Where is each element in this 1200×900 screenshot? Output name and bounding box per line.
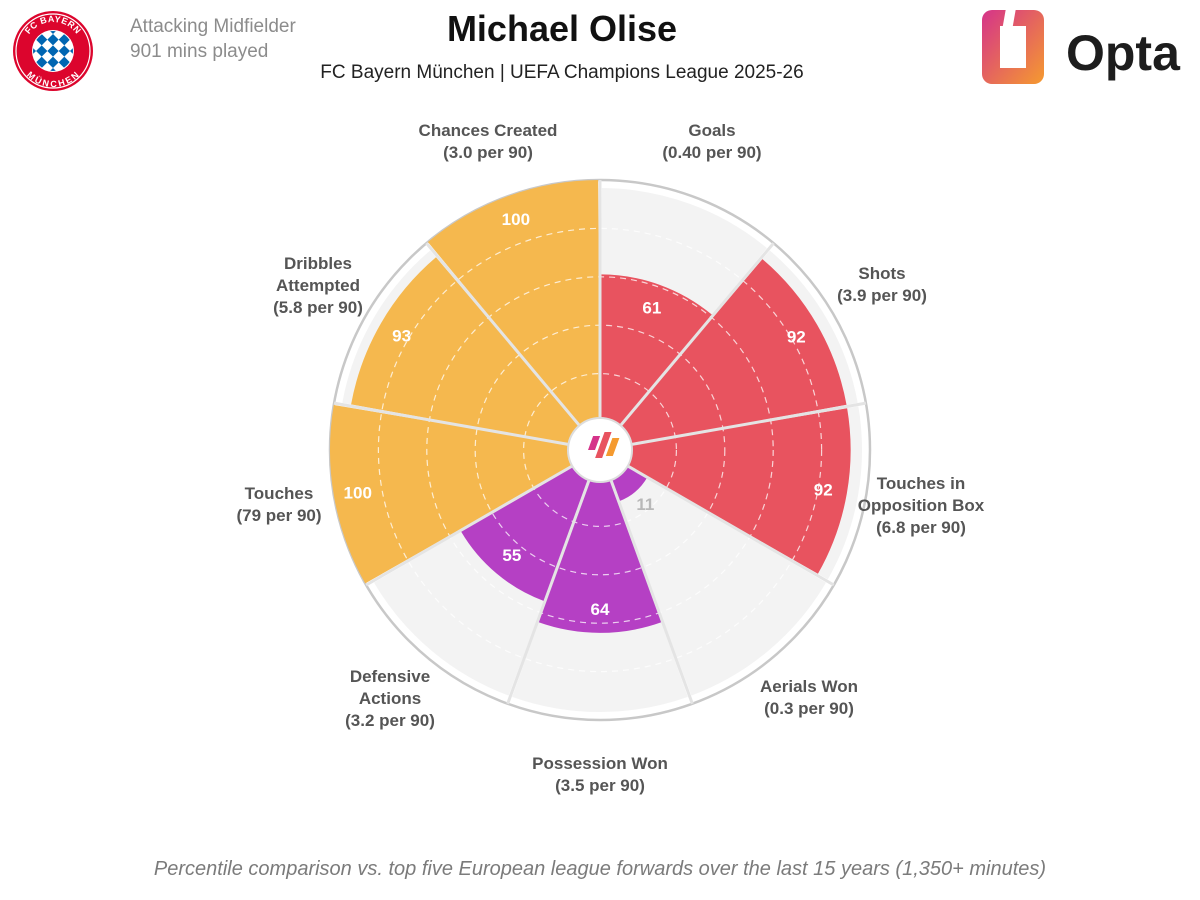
- category-label: Touches in Opposition Box (6.8 per 90): [858, 474, 985, 537]
- wedge-separator: [333, 401, 573, 447]
- category-label: Goals (0.40 per 90): [662, 121, 761, 162]
- footnote: Percentile comparison vs. top five Europ…: [153, 858, 1047, 880]
- chart-title: Michael Olise: [446, 8, 678, 49]
- bar-shots: [618, 259, 847, 445]
- chart-subtitle: FC Bayern München | UEFA Champions Leagu…: [320, 62, 804, 83]
- minutes-played: 901 mins played: [130, 41, 269, 62]
- wedge-separator: [365, 462, 577, 587]
- bar-goals: [600, 274, 712, 429]
- value-label: 100: [344, 484, 372, 503]
- bar-touches: [330, 404, 576, 584]
- value-label: 100: [502, 210, 530, 229]
- grid-ring: [377, 227, 823, 673]
- opta-wordmark: Opta: [1066, 25, 1181, 81]
- value-label: 55: [502, 546, 521, 565]
- category-label: Defensive Actions (3.2 per 90): [345, 667, 435, 730]
- value-label: 61: [642, 299, 661, 318]
- wedge-separator: [623, 462, 835, 587]
- wedge-separator: [627, 401, 867, 447]
- player-position: Attacking Midfielder: [130, 16, 296, 37]
- wedge-separator: [506, 475, 592, 705]
- value-label: 11: [636, 495, 654, 514]
- bar-dribbles-attempted: [351, 257, 582, 445]
- bar-chances-created: [427, 180, 600, 429]
- bar-defensive-actions: [461, 464, 591, 601]
- bar-touches-in-opposition-box: [624, 408, 851, 574]
- value-label: 92: [814, 480, 833, 499]
- background-wedge: [609, 464, 826, 696]
- wedge-separator: [608, 475, 694, 705]
- category-label: Dribbles Attempted (5.8 per 90): [273, 254, 363, 317]
- opta-logo: Opta: [982, 8, 1181, 84]
- wedge-separator: [616, 242, 775, 430]
- category-label: Shots (3.9 per 90): [837, 264, 927, 305]
- category-label: Possession Won (3.5 per 90): [532, 754, 668, 795]
- category-label: Touches (79 per 90): [236, 484, 321, 525]
- value-label: 93: [392, 326, 411, 345]
- club-badge-logo: FC BAYERN MÜNCHEN: [13, 11, 93, 91]
- wedge-separator: [425, 242, 584, 430]
- category-label: Chances Created (3.0 per 90): [419, 121, 558, 162]
- bar-possession-won: [538, 476, 662, 633]
- value-label: 64: [591, 600, 610, 619]
- player-meta: Attacking Midfielder 901 mins played: [130, 14, 296, 64]
- value-label: 92: [787, 328, 806, 347]
- center-logo-icon: [588, 432, 620, 458]
- grid-ring: [522, 373, 677, 528]
- category-label: Aerials Won (0.3 per 90): [760, 677, 858, 718]
